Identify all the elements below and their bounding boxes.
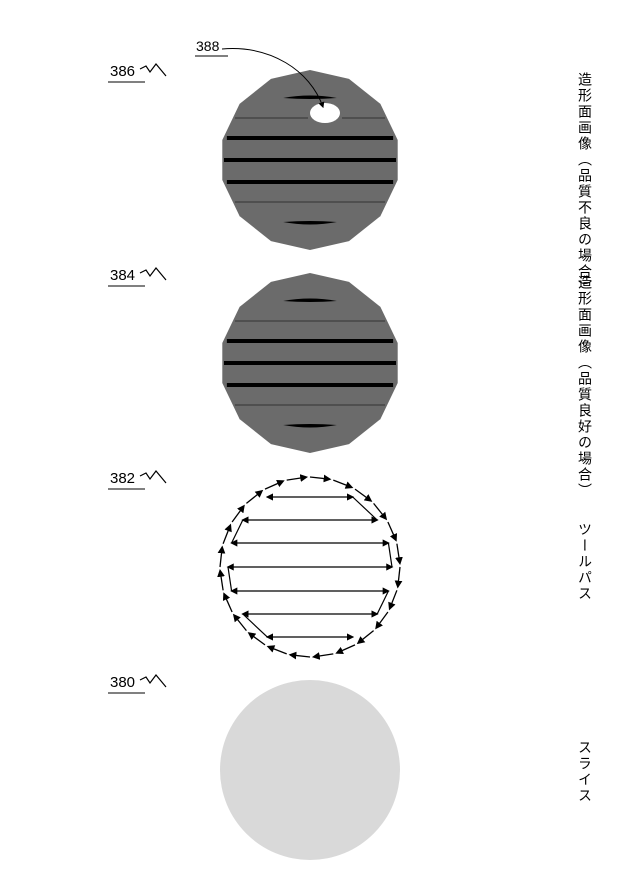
ref-zig-380 [108, 675, 166, 693]
bad-build-group [195, 49, 398, 250]
ref-zig-382 [108, 471, 166, 489]
ref-zig-386 [108, 64, 166, 82]
slice-circle [220, 680, 400, 860]
diagram-page: 380 382 384 386 388 スライス ツールパス 造形面画像（品質良… [0, 0, 640, 885]
diagram-svg [0, 0, 640, 885]
good-build-group [222, 273, 397, 453]
toolpath-group [220, 477, 400, 657]
defect-hole [310, 103, 340, 123]
ref-zig-384 [108, 268, 166, 286]
